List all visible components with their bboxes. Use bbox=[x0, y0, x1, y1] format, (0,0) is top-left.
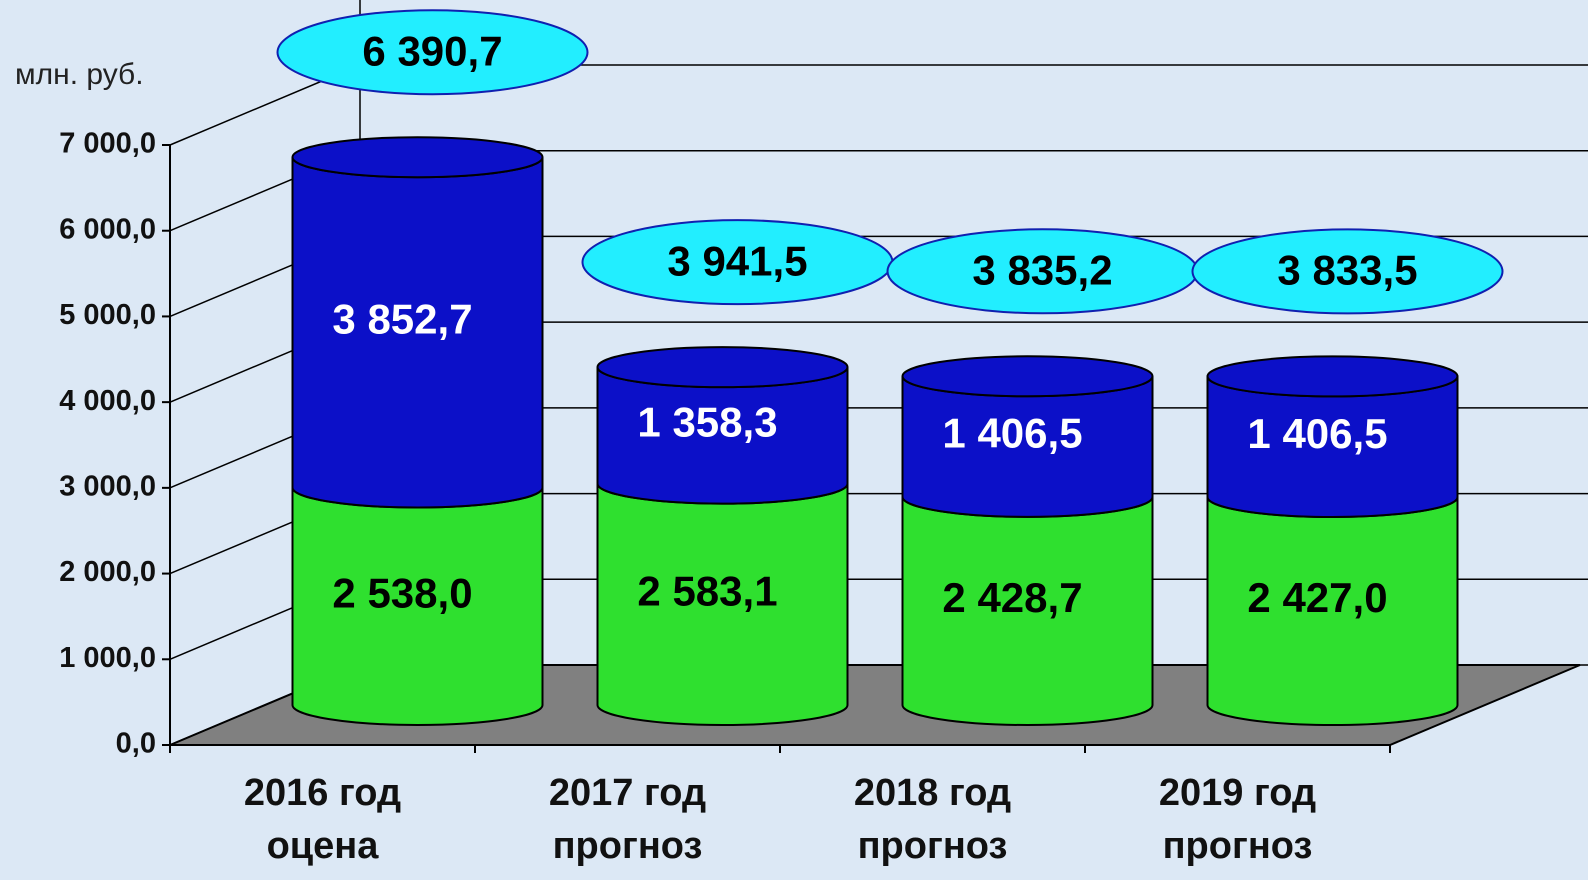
value-label: 2 583,1 bbox=[637, 567, 777, 614]
value-label: 1 406,5 bbox=[1247, 410, 1387, 457]
x-tick-label: 2018 год bbox=[854, 772, 1011, 814]
y-tick-label: 0,0 bbox=[116, 728, 156, 760]
cylinder-top bbox=[901, 355, 1154, 398]
x-tick-label: 2019 год bbox=[1159, 772, 1316, 814]
y-tick-label: 2 000,0 bbox=[59, 556, 156, 588]
x-tick-label: 2016 год bbox=[244, 772, 401, 814]
total-bubble bbox=[1191, 228, 1504, 315]
y-axis-label: млн. руб. bbox=[15, 58, 144, 91]
x-tick-label: 2017 год bbox=[549, 772, 706, 814]
x-tick-label: прогноз bbox=[553, 825, 703, 867]
x-tick-label: прогноз bbox=[1163, 825, 1313, 867]
value-label: 3 852,7 bbox=[332, 295, 472, 342]
cylinder-top bbox=[291, 136, 544, 179]
y-tick-label: 1 000,0 bbox=[59, 642, 156, 674]
value-label: 2 538,0 bbox=[332, 569, 472, 616]
x-tick-label: прогноз bbox=[858, 825, 1008, 867]
total-label: 3 835,2 bbox=[972, 246, 1112, 293]
y-tick-label: 4 000,0 bbox=[59, 385, 156, 417]
total-label: 3 833,5 bbox=[1277, 247, 1417, 294]
value-label: 1 358,3 bbox=[637, 398, 777, 445]
x-tick-label: оцена bbox=[267, 825, 380, 867]
y-tick-label: 3 000,0 bbox=[59, 471, 156, 503]
value-label: 2 428,7 bbox=[942, 574, 1082, 621]
y-tick-label: 7 000,0 bbox=[59, 128, 156, 160]
value-label: 2 427,0 bbox=[1247, 574, 1387, 621]
total-label: 6 390,7 bbox=[362, 27, 502, 74]
cylinder-top bbox=[596, 346, 849, 389]
cylinder-top bbox=[1206, 355, 1459, 398]
total-bubble bbox=[276, 9, 589, 96]
y-tick-label: 6 000,0 bbox=[59, 213, 156, 245]
value-label: 1 406,5 bbox=[942, 410, 1082, 457]
total-label: 3 941,5 bbox=[667, 237, 807, 284]
y-tick-label: 5 000,0 bbox=[59, 299, 156, 331]
